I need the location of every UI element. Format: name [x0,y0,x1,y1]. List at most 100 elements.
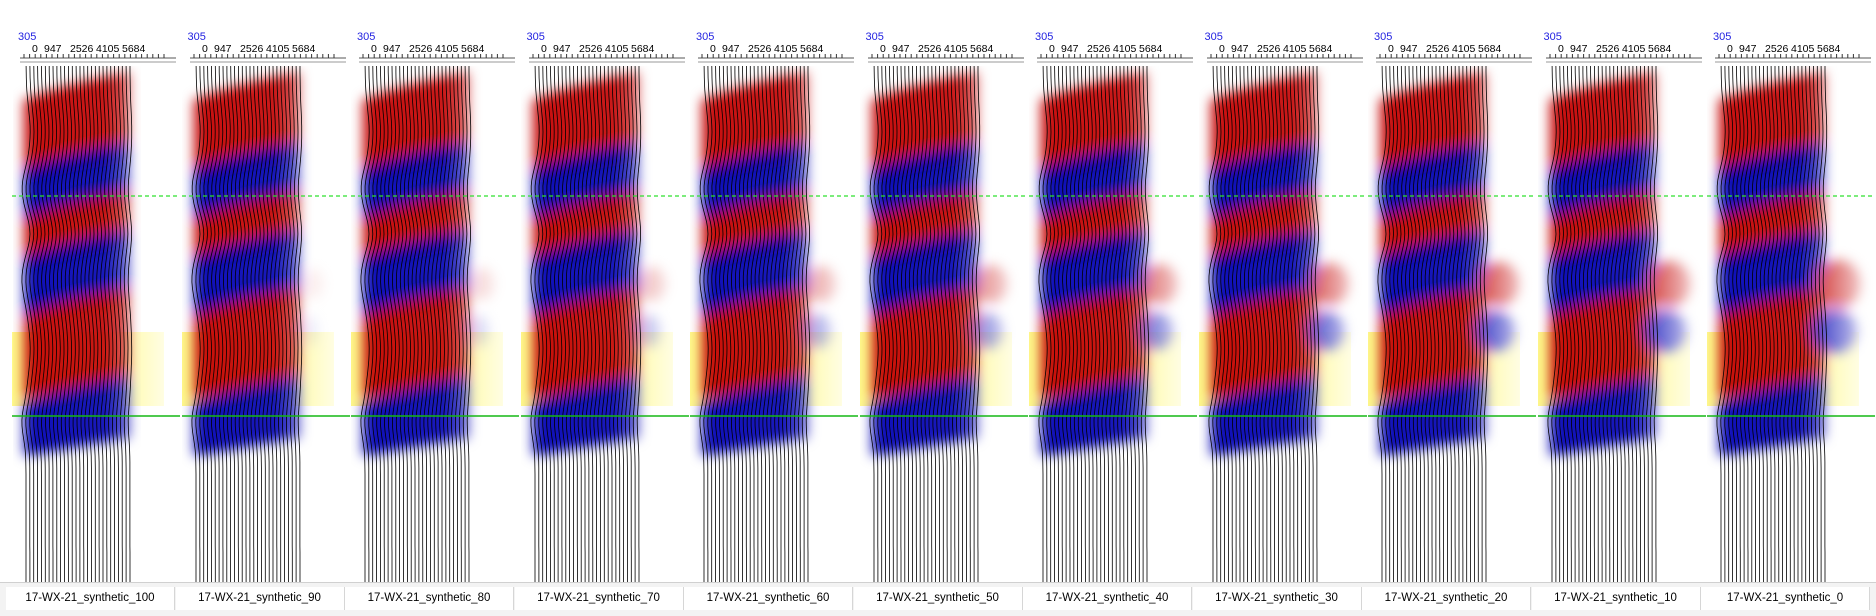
gather-panel[interactable]: 305 0 947 2526 4105 5684 [520,0,689,585]
offset-tick-label: 0 [32,43,38,55]
offset-tick-label: 0 [1727,43,1733,55]
offset-tick-label: 947 [553,43,571,55]
gather-panel[interactable]: 305 0 947 2526 4105 5684 [351,0,519,585]
offset-tick-label: 4105 [774,43,798,55]
offset-tick-label: 947 [1400,43,1418,55]
offset-axis: 0 947 2526 4105 5684 [1376,43,1532,63]
offset-tick-label: 0 [1558,43,1564,55]
offset-axis: 0 947 2526 4105 5684 [20,43,176,63]
offset-tick-label: 2526 [70,43,94,55]
panel-label[interactable]: 17-WX-21_synthetic_20 [1362,587,1531,610]
offset-tick-label: 4105 [435,43,459,55]
seismic-section [520,66,689,582]
panel-header-number: 305 [1543,31,1562,43]
panel-header-number: 305 [1035,31,1054,43]
offset-tick-label: 5684 [1648,43,1672,55]
gather-panel[interactable]: 305 0 947 2526 4105 5684 [1537,0,1706,585]
offset-tick-label: 4105 [266,43,290,55]
offset-axis: 0 947 2526 4105 5684 [359,43,515,63]
panel-header-number: 305 [187,31,206,43]
panel-header-number: 305 [526,31,545,43]
gather-panel[interactable]: 305 0 947 2526 4105 5684 [181,0,350,585]
offset-tick-label: 0 [541,43,547,55]
panel-label[interactable]: 17-WX-21_synthetic_90 [175,587,345,610]
offset-tick-label: 2526 [1596,43,1620,55]
offset-tick-label: 2526 [1765,43,1789,55]
gather-panel[interactable]: 305 0 947 2526 4105 5684 [690,0,858,585]
offset-tick-label: 947 [1061,43,1079,55]
seismic-section [1537,66,1706,582]
panel-label[interactable]: 17-WX-21_synthetic_70 [514,587,684,610]
offset-tick-label: 2526 [918,43,942,55]
offset-tick-label: 5684 [1139,43,1163,55]
offset-axis: 0 947 2526 4105 5684 [867,43,1024,63]
offset-tick-label: 5684 [292,43,316,55]
panel-label[interactable]: 17-WX-21_synthetic_30 [1192,587,1362,610]
offset-tick-label: 0 [1049,43,1055,55]
offset-tick-label: 5684 [1817,43,1841,55]
offset-tick-label: 947 [383,43,401,55]
gather-panel[interactable]: 305 0 947 2526 4105 5684 [1029,0,1197,585]
gather-panel[interactable]: 305 0 947 2526 4105 5684 [1198,0,1367,585]
panel-header-number: 305 [1204,31,1223,43]
offset-tick-label: 4105 [1452,43,1476,55]
offset-tick-label: 2526 [579,43,603,55]
offset-tick-label: 5684 [1478,43,1502,55]
gather-panel[interactable]: 305 0 947 2526 4105 5684 [12,0,180,585]
panel-label[interactable]: 17-WX-21_synthetic_60 [684,587,853,610]
panel-label[interactable]: 17-WX-21_synthetic_50 [853,587,1023,610]
panel-label[interactable]: 17-WX-21_synthetic_80 [345,587,514,610]
offset-tick-label: 0 [1219,43,1225,55]
panel-label[interactable]: 17-WX-21_synthetic_100 [6,587,175,610]
offset-tick-label: 5684 [1309,43,1333,55]
seismic-section [181,66,350,582]
offset-tick-label: 4105 [1283,43,1307,55]
offset-tick-label: 4105 [1791,43,1815,55]
seismic-section [690,66,858,582]
gather-panel[interactable]: 305 0 947 2526 4105 5684 [1368,0,1536,585]
offset-tick-label: 2526 [1426,43,1450,55]
offset-tick-label: 2526 [409,43,433,55]
offset-axis: 0 947 2526 4105 5684 [698,43,854,63]
panel-header-number: 305 [865,31,884,43]
gather-panel[interactable]: 305 0 947 2526 4105 5684 [1707,0,1875,585]
offset-tick-label: 2526 [1087,43,1111,55]
gather-panel[interactable]: 305 0 947 2526 4105 5684 [859,0,1028,585]
seismic-section [351,66,519,582]
panel-label[interactable]: 17-WX-21_synthetic_0 [1701,587,1870,610]
offset-tick-label: 947 [1570,43,1588,55]
offset-tick-label: 0 [710,43,716,55]
panel-label-bar: 17-WX-21_synthetic_100 17-WX-21_synthetic… [0,582,1876,616]
offset-tick-label: 0 [371,43,377,55]
offset-tick-label: 4105 [96,43,120,55]
seismic-section [1198,66,1367,582]
offset-axis: 0 947 2526 4105 5684 [1206,43,1363,63]
offset-axis: 0 947 2526 4105 5684 [1037,43,1193,63]
offset-tick-label: 4105 [1113,43,1137,55]
panel-header-number: 305 [696,31,715,43]
panel-label[interactable]: 17-WX-21_synthetic_10 [1531,587,1701,610]
panel-header-number: 305 [1374,31,1393,43]
offset-axis: 0 947 2526 4105 5684 [528,43,685,63]
seismic-section [12,66,180,582]
gather-panels: 305 0 947 2526 4105 5684 305 0 947 2526 4105 5684 30… [12,0,1875,585]
offset-tick-label: 4105 [605,43,629,55]
offset-tick-label: 4105 [1622,43,1646,55]
offset-axis: 0 947 2526 4105 5684 [1715,43,1871,63]
panel-header-number: 305 [18,31,37,43]
offset-tick-label: 947 [44,43,62,55]
offset-tick-label: 5684 [631,43,655,55]
offset-tick-label: 2526 [240,43,264,55]
offset-tick-label: 5684 [970,43,994,55]
offset-tick-label: 5684 [800,43,824,55]
offset-tick-label: 0 [1388,43,1394,55]
panel-label[interactable]: 17-WX-21_synthetic_40 [1023,587,1192,610]
offset-tick-label: 947 [1231,43,1249,55]
seismic-section [1029,66,1197,582]
seismic-section [1368,66,1536,582]
seismic-section [1707,66,1875,582]
offset-tick-label: 947 [892,43,910,55]
offset-tick-label: 2526 [748,43,772,55]
offset-axis: 0 947 2526 4105 5684 [189,43,346,63]
offset-axis: 0 947 2526 4105 5684 [1545,43,1702,63]
